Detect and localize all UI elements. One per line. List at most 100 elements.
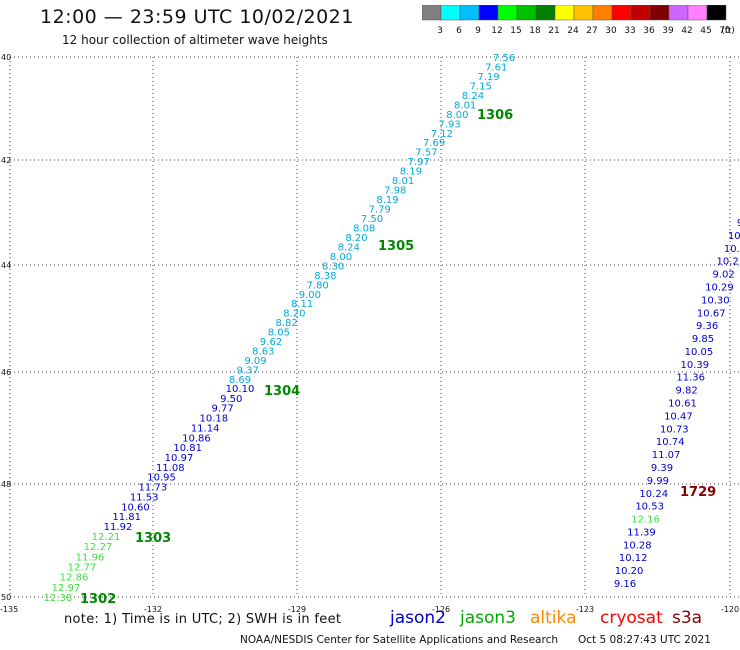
- longitude-tick-label: -126: [432, 605, 450, 614]
- wave-height-value: 8.01: [454, 100, 476, 111]
- wave-height-value: 8.01: [392, 176, 414, 187]
- credit-date: Oct 5 08:27:43 UTC 2021: [578, 634, 711, 646]
- latitude-tick-label: 48: [1, 480, 11, 489]
- wave-height-value: 9.99: [647, 476, 669, 487]
- latitude-tick-label: 42: [1, 156, 11, 165]
- wave-height-value: 10.74: [656, 437, 685, 448]
- wave-height-value: 12.27: [84, 542, 113, 553]
- pass-number-label: 1302: [80, 592, 116, 607]
- wave-height-value: 10.47: [664, 411, 693, 422]
- wave-height-value: 10.95: [147, 473, 176, 484]
- wave-height-value: 9.02: [712, 270, 734, 281]
- legend-jason2: jason2: [390, 608, 446, 628]
- pass-number-label: 1304: [264, 384, 300, 399]
- longitude-tick-label: -132: [144, 605, 162, 614]
- pass-number-label: 1306: [477, 108, 513, 123]
- wave-height-value: 10.18: [200, 414, 229, 425]
- wave-height-value: 10.05: [685, 347, 714, 358]
- colorbar-label: 45: [700, 26, 711, 36]
- colorbar-label: 24: [567, 26, 579, 36]
- colorbar-label: 27: [586, 26, 597, 36]
- wave-height-value: 7.69: [423, 138, 445, 149]
- wave-height-value: 10.10: [226, 384, 255, 395]
- wave-height-value: 7.93: [439, 119, 461, 130]
- wave-height-value: 9: [737, 218, 740, 229]
- map-subtitle: 12 hour collection of altimeter wave hei…: [62, 33, 328, 47]
- wave-height-value: 12.97: [52, 583, 81, 594]
- colorbar-label: 21: [548, 26, 559, 36]
- wave-height-value: 8.69: [229, 375, 251, 386]
- latitude-tick-label: 46: [1, 368, 11, 377]
- wave-height-value: 12.21: [92, 532, 121, 543]
- wave-height-value: 7.97: [407, 157, 429, 168]
- wave-height-value: 8.00: [446, 110, 468, 121]
- legend-jason3: jason3: [460, 608, 516, 628]
- colorbar-label: 6: [456, 26, 462, 36]
- wave-height-value: 10.97: [165, 453, 194, 464]
- wave-height-value: 10.12: [619, 553, 648, 564]
- latitude-tick-label: 40: [1, 53, 11, 62]
- wave-height-value: 11.07: [652, 450, 681, 461]
- wave-height-value: 11.73: [139, 483, 168, 494]
- wave-height-value: 12.77: [68, 563, 97, 574]
- wave-height-value: 11.92: [104, 522, 133, 533]
- wave-height-value: 10.53: [635, 502, 664, 513]
- colorbar-unit: (ft): [721, 26, 735, 36]
- wave-height-value: 8.24: [462, 91, 484, 102]
- wave-height-value: 10.39: [681, 360, 710, 371]
- wave-height-value: 11.08: [156, 463, 185, 474]
- wave-height-value: 12.16: [631, 515, 660, 526]
- latitude-tick-label: 44: [1, 261, 11, 270]
- credit-line: NOAA/NESDIS Center for Satellite Applica…: [240, 634, 558, 646]
- wave-height-value: 10.73: [660, 424, 689, 435]
- wave-height-value: 10.61: [668, 399, 697, 410]
- colorbar-swatch: [706, 5, 727, 21]
- wave-height-value: 7.19: [477, 72, 499, 83]
- wave-height-value: 10.24: [639, 489, 668, 500]
- wave-height-value: 10.86: [182, 433, 211, 444]
- wave-height-value: 9.16: [614, 579, 636, 590]
- wave-height-value: 8.19: [400, 167, 422, 178]
- longitude-tick-label: -120: [721, 605, 739, 614]
- longitude-tick-label: -123: [576, 605, 594, 614]
- wave-height-value: 11.53: [130, 492, 159, 503]
- wave-height-value: 10.28: [623, 540, 652, 551]
- wave-height-value: 11.39: [627, 527, 656, 538]
- wave-height-value: 10.67: [697, 308, 726, 319]
- colorbar-label: 70: [719, 26, 731, 36]
- wave-height-value: 10.60: [121, 502, 150, 513]
- wave-height-value: 7.15: [470, 81, 492, 92]
- wave-height-value: 12.86: [60, 573, 89, 584]
- wave-height-value: 8.08: [353, 223, 375, 234]
- wave-height-value: 9.82: [675, 386, 697, 397]
- wave-height-value: 10.: [724, 244, 740, 255]
- colorbar-label: 39: [662, 26, 674, 36]
- legend-s3a: s3a: [672, 608, 703, 628]
- wave-height-value: 8.82: [275, 318, 297, 329]
- colorbar-label: 3: [437, 26, 443, 36]
- wave-height-value: 9.50: [220, 394, 242, 405]
- wave-height-value: 9.36: [696, 321, 718, 332]
- wave-height-value: 11.36: [676, 373, 705, 384]
- pass-number-label: 1729: [680, 485, 716, 500]
- colorbar-label: 15: [510, 26, 521, 36]
- wave-height-value: 9.00: [299, 290, 321, 301]
- latitude-tick-label: 50: [1, 593, 11, 602]
- wave-height-value: 9.85: [692, 334, 714, 345]
- wave-height-value: 7.56: [493, 53, 515, 64]
- pass-number-label: 1303: [135, 531, 171, 546]
- wave-height-value: 8.05: [268, 328, 290, 339]
- wave-height-value: 7.12: [431, 129, 453, 140]
- wave-height-value: 10.30: [701, 295, 730, 306]
- wave-height-value: 8.11: [291, 299, 313, 310]
- wave-height-value: 8.19: [376, 195, 398, 206]
- wave-height-value: 9.62: [260, 337, 282, 348]
- wave-height-value: 8.20: [283, 309, 305, 320]
- wave-height-value: 10.2: [717, 257, 739, 268]
- wave-height-value: 9.39: [651, 463, 673, 474]
- colorbar-label: 42: [681, 26, 692, 36]
- wave-height-value: 8.63: [252, 347, 274, 358]
- wave-height-value: 11.14: [191, 423, 220, 434]
- wave-height-value: 7.50: [361, 214, 383, 225]
